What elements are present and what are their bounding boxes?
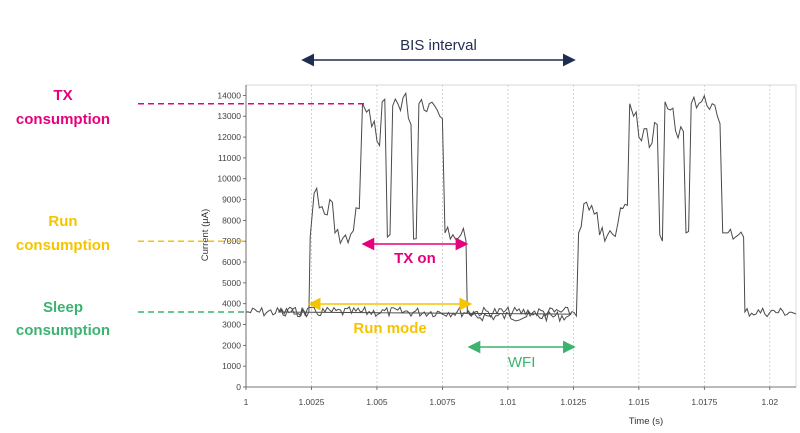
- run-consumption-label: consumption: [16, 237, 110, 254]
- x-tick-label: 1.0075: [429, 397, 455, 407]
- y-tick-label: 2000: [222, 340, 241, 350]
- y-axis-label: Current (µA): [200, 209, 211, 261]
- x-tick-label: 1.01: [500, 397, 517, 407]
- y-tick-label: 13000: [217, 111, 241, 121]
- tx-consumption-label: consumption: [16, 111, 110, 128]
- x-tick-label: 1.005: [366, 397, 388, 407]
- y-tick-label: 9000: [222, 195, 241, 205]
- x-axis: 1 1.0025 1.005 1.0075 1.01 1.0125 1.015 1.0175 1…: [244, 386, 796, 407]
- run-consumption-label: Run: [48, 213, 77, 230]
- x-tick-label: 1.02: [762, 397, 779, 407]
- y-axis: 0100020003000400050006000700080009000100…: [217, 85, 247, 392]
- y-tick-label: 0: [236, 382, 241, 392]
- sleep-consumption-label: Sleep: [43, 299, 83, 316]
- tx-consumption-label: TX: [53, 87, 72, 104]
- tx-on-label: TX on: [394, 250, 436, 267]
- x-tick-label: 1: [244, 397, 249, 407]
- y-tick-label: 11000: [218, 153, 241, 163]
- y-tick-label: 3000: [222, 320, 241, 330]
- x-axis-label: Time (s): [629, 416, 663, 427]
- annotations: TX consumption Run consumption Sleep consumpt…: [16, 37, 576, 371]
- run-mode-label: Run mode: [353, 320, 426, 337]
- y-tick-label: 14000: [217, 90, 241, 100]
- y-tick-label: 8000: [222, 215, 241, 225]
- x-tick-label: 1.0175: [691, 397, 717, 407]
- y-tick-label: 12000: [217, 132, 241, 142]
- bis-interval-label: BIS interval: [400, 37, 477, 54]
- wfi-label: WFI: [508, 354, 536, 371]
- series-line-current: [245, 91, 797, 323]
- y-tick-label: 4000: [222, 299, 241, 309]
- y-tick-label: 6000: [222, 257, 241, 267]
- y-tick-label: 10000: [217, 174, 241, 184]
- y-tick-label: 5000: [222, 278, 241, 288]
- sleep-consumption-label: consumption: [16, 322, 110, 339]
- x-tick-label: 1.015: [628, 397, 650, 407]
- y-tick-label: 1000: [222, 361, 241, 371]
- grid-lines: [245, 85, 771, 387]
- x-tick-label: 1.0025: [298, 397, 324, 407]
- x-tick-label: 1.0125: [560, 397, 586, 407]
- plot-frame: [245, 84, 797, 388]
